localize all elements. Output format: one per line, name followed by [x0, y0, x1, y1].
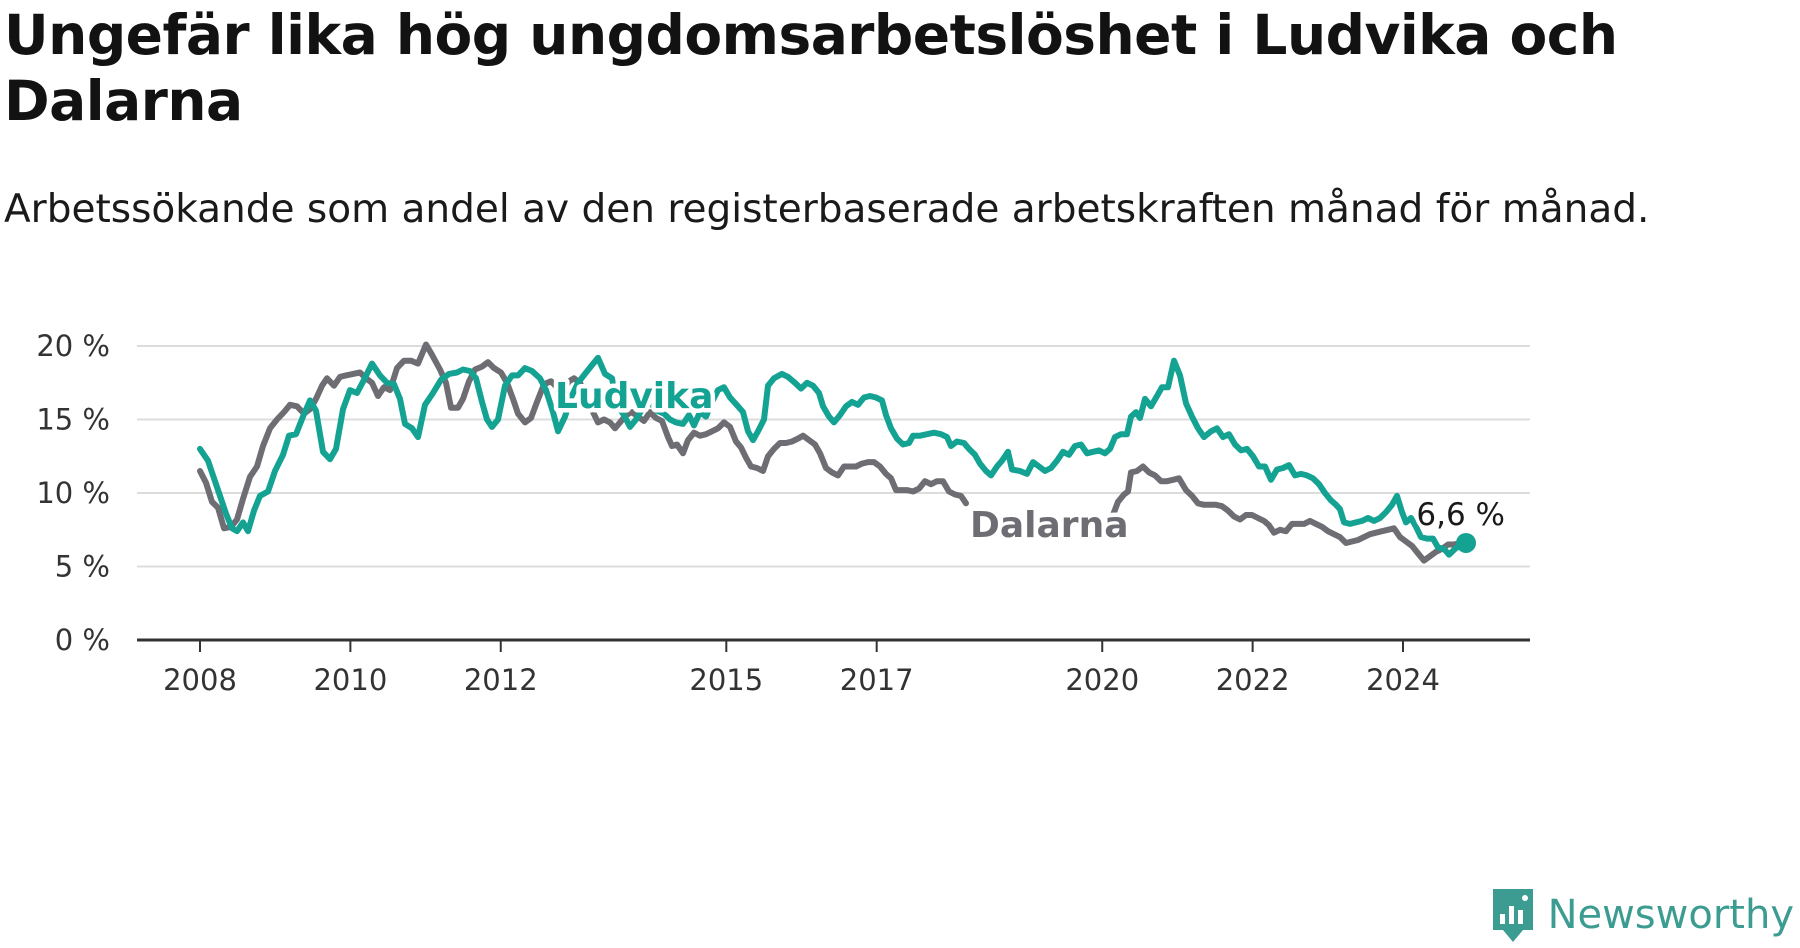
chart-title: Ungefär lika hög ungdomsarbetslöshet i L… — [4, 3, 1618, 133]
x-axis: 2008 2010 2012 2015 2017 2020 2022 2024 — [137, 638, 1530, 697]
end-value-label: 6,6 % — [1416, 497, 1505, 533]
x-tick-label: 2024 — [1366, 663, 1440, 697]
series-line-dalarna — [197, 341, 969, 532]
series-lines — [197, 341, 1476, 564]
newsworthy-logo: Newsworthy — [1490, 886, 1794, 944]
x-tick-label: 2012 — [464, 663, 538, 697]
brand-name: Newsworthy — [1547, 892, 1794, 938]
x-tick-label: 2022 — [1216, 663, 1290, 697]
y-tick-label: 10 % — [36, 476, 110, 510]
x-tick-label: 2010 — [313, 663, 387, 697]
series-label-ludvika: Ludvika — [555, 376, 713, 417]
chart-subtitle: Arbetssökande som andel av den registerb… — [4, 187, 1650, 232]
x-tick-label: 2020 — [1065, 663, 1139, 697]
y-tick-label: 20 % — [36, 329, 110, 363]
y-grid — [137, 345, 1530, 568]
end-point-marker — [1456, 532, 1476, 553]
series-line-dalarna — [1110, 463, 1463, 564]
series-labels: Ludvika Dalarna 6,6 % — [551, 372, 1509, 551]
x-tick-label: 2008 — [163, 663, 237, 697]
y-tick-labels: 0 % 5 % 10 % 15 % 20 % — [36, 329, 110, 657]
newsworthy-logo-icon — [1492, 889, 1533, 942]
series-label-dalarna: Dalarna — [970, 505, 1128, 546]
y-tick-label: 0 % — [55, 623, 110, 657]
y-tick-label: 5 % — [55, 550, 110, 584]
y-tick-label: 15 % — [36, 403, 110, 437]
x-tick-label: 2015 — [689, 663, 763, 697]
series-line-ludvika — [197, 354, 1469, 558]
x-tick-label: 2017 — [840, 663, 914, 697]
